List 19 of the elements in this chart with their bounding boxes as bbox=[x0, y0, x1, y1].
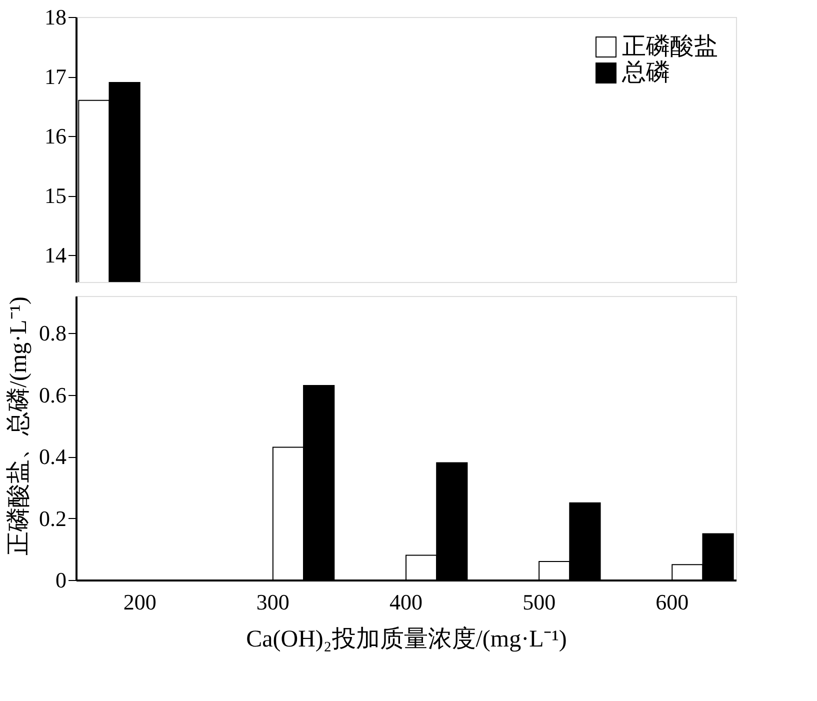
x-tick-label: 200 bbox=[123, 590, 156, 614]
legend-label: 总磷 bbox=[621, 60, 670, 86]
legend-label: 正磷酸盐 bbox=[622, 34, 718, 60]
y-tick-label: 0.2 bbox=[39, 506, 66, 531]
x-tick-label: 400 bbox=[390, 590, 422, 614]
y-tick-label: 0.6 bbox=[39, 382, 66, 408]
x-tick-label: 500 bbox=[522, 590, 556, 614]
y-tick-label: 0 bbox=[56, 568, 66, 592]
x-tick-label: 600 bbox=[656, 590, 689, 614]
y-tick-label: 18 bbox=[44, 4, 66, 30]
y-tick-label: 0.8 bbox=[39, 320, 66, 346]
y-tick-label: 0.4 bbox=[39, 444, 66, 470]
x-tick-label: 300 bbox=[256, 590, 290, 614]
y-tick-label: 16 bbox=[44, 124, 66, 149]
y-tick-label: 15 bbox=[44, 183, 66, 208]
x-axis-title: Ca(OH)₂投加质量浓度/(mg·L⁻¹) bbox=[246, 626, 567, 652]
y-tick-label: 17 bbox=[44, 64, 66, 90]
y-tick-label: 14 bbox=[44, 242, 66, 268]
y-axis-title: 正磷酸盐、总磷/(mg·L⁻¹) bbox=[6, 296, 32, 556]
